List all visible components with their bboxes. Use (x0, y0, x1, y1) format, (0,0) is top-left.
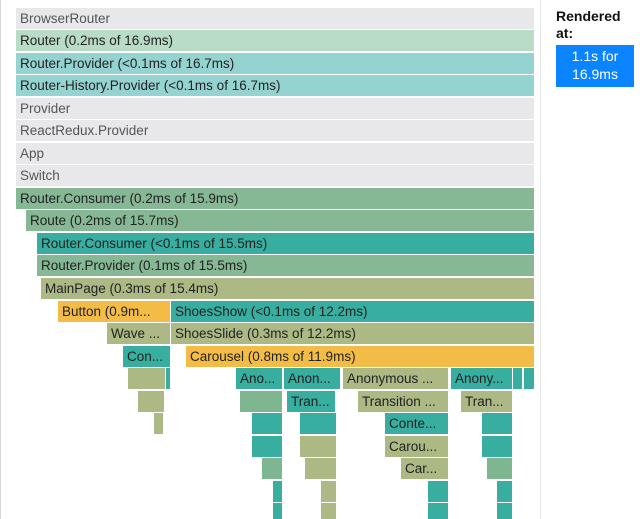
flame-node-carou[interactable]: Carou... (385, 436, 449, 457)
flame-node-con[interactable]: Con... (123, 346, 171, 367)
flame-node-unlabeled[interactable] (487, 458, 513, 479)
flame-node-unlabeled[interactable] (252, 413, 283, 434)
flame-node-button[interactable]: Button (0.9m... (58, 301, 171, 322)
flame-node-unlabeled[interactable] (154, 413, 164, 434)
flame-node-unlabeled[interactable] (273, 481, 283, 502)
flame-node-unlabeled[interactable] (300, 436, 337, 457)
flame-node-transition-2[interactable]: Transition ... (358, 391, 449, 412)
flame-node-car[interactable]: Car... (401, 458, 449, 479)
flame-node-provider[interactable]: Provider (16, 98, 535, 119)
flame-node-unlabeled[interactable] (497, 503, 513, 519)
flame-node-anonymous-2[interactable]: Anon... (284, 368, 341, 389)
flame-node-unlabeled[interactable] (128, 368, 166, 389)
flame-node-browserrouter[interactable]: BrowserRouter (16, 8, 535, 29)
flame-node-router[interactable]: Router (0.2ms of 16.9ms) (16, 30, 535, 51)
commit-time-button[interactable]: 1.1s for 16.9ms (556, 45, 634, 87)
flame-node-route[interactable]: Route (0.2ms of 15.7ms) (26, 210, 535, 231)
rendered-at-label: Rendered at: (556, 8, 621, 41)
flame-node-unlabeled[interactable] (497, 481, 513, 502)
flame-node-reactredux-provider[interactable]: ReactRedux.Provider (16, 120, 535, 141)
flame-node-unlabeled[interactable] (428, 481, 449, 502)
flame-node-unlabeled[interactable] (524, 368, 535, 389)
flame-node-app[interactable]: App (16, 143, 535, 164)
flame-node-unlabeled[interactable] (262, 458, 283, 479)
flame-node-router-consumer-inner[interactable]: Router.Consumer (<0.1ms of 15.5ms) (37, 233, 535, 254)
flame-node-unlabeled[interactable] (305, 458, 337, 479)
flame-node-unlabeled[interactable] (428, 503, 449, 519)
flame-node-unlabeled[interactable] (166, 368, 171, 389)
flame-node-context[interactable]: Conte... (385, 413, 449, 434)
flame-node-unlabeled[interactable] (321, 481, 337, 502)
flame-node-unlabeled[interactable] (300, 413, 337, 434)
flame-node-unlabeled[interactable] (240, 391, 283, 412)
flame-node-router-consumer[interactable]: Router.Consumer (0.2ms of 15.9ms) (16, 188, 535, 209)
flame-node-shoesslide[interactable]: ShoesSlide (0.3ms of 12.2ms) (171, 323, 535, 344)
flame-node-unlabeled[interactable] (252, 436, 283, 457)
flamegraph: BrowserRouter Router (0.2ms of 16.9ms) R… (16, 0, 541, 519)
flame-node-transition-1[interactable]: Tran... (287, 391, 336, 412)
flame-node-shoesshow[interactable]: ShoesShow (<0.1ms of 12.2ms) (171, 301, 535, 322)
flame-node-transition-3[interactable]: Tran... (461, 391, 513, 412)
flame-node-unlabeled[interactable] (513, 368, 523, 389)
flame-node-anonymous-1[interactable]: Ano... (236, 368, 283, 389)
flame-node-router-provider[interactable]: Router.Provider (<0.1ms of 16.7ms) (16, 53, 535, 74)
flame-node-wave[interactable]: Wave ... (107, 323, 171, 344)
flame-node-anonymous-3[interactable]: Anonymous ... (343, 368, 449, 389)
flame-node-anonymous-4[interactable]: Anony... (451, 368, 513, 389)
flame-node-carousel[interactable]: Carousel (0.8ms of 11.9ms) (186, 346, 535, 367)
flamegraph-left-border (0, 0, 1, 519)
flame-node-unlabeled[interactable] (482, 413, 513, 434)
commit-sidebar: Rendered at: 1.1s for 16.9ms (556, 8, 636, 87)
flame-node-router-history-provider[interactable]: Router-History.Provider (<0.1ms of 16.7m… (16, 75, 535, 96)
flame-node-switch[interactable]: Switch (16, 165, 535, 186)
flame-node-router-provider-inner[interactable]: Router.Provider (0.1ms of 15.5ms) (37, 255, 535, 276)
flame-node-unlabeled[interactable] (321, 503, 337, 519)
flame-node-mainpage[interactable]: MainPage (0.3ms of 15.4ms) (41, 278, 535, 299)
flame-node-unlabeled[interactable] (273, 503, 283, 519)
flame-node-unlabeled[interactable] (138, 391, 165, 412)
flame-node-unlabeled[interactable] (482, 436, 513, 457)
